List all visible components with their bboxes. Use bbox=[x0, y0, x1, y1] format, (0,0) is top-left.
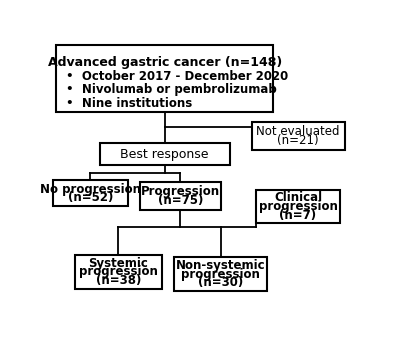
Text: progression: progression bbox=[181, 268, 260, 281]
Text: progression: progression bbox=[258, 200, 338, 213]
Text: •  October 2017 - December 2020: • October 2017 - December 2020 bbox=[66, 69, 288, 82]
Text: (n=21): (n=21) bbox=[277, 134, 319, 147]
FancyBboxPatch shape bbox=[75, 255, 162, 289]
Text: Progression: Progression bbox=[141, 185, 220, 198]
Text: (n=38): (n=38) bbox=[96, 274, 141, 287]
FancyBboxPatch shape bbox=[174, 257, 267, 291]
Text: (n=7): (n=7) bbox=[280, 208, 316, 222]
Text: •  Nivolumab or pembrolizumab: • Nivolumab or pembrolizumab bbox=[66, 83, 276, 96]
FancyBboxPatch shape bbox=[56, 45, 273, 112]
FancyBboxPatch shape bbox=[100, 143, 230, 165]
Text: Non-systemic: Non-systemic bbox=[176, 259, 265, 272]
Text: Clinical: Clinical bbox=[274, 191, 322, 204]
FancyBboxPatch shape bbox=[252, 122, 344, 149]
Text: Systemic: Systemic bbox=[88, 257, 148, 270]
Text: (n=75): (n=75) bbox=[158, 194, 203, 207]
Text: progression: progression bbox=[79, 265, 158, 278]
Text: (n=30): (n=30) bbox=[198, 276, 243, 290]
FancyBboxPatch shape bbox=[256, 190, 340, 223]
Text: (n=52): (n=52) bbox=[68, 191, 113, 204]
Text: •  Nine institutions: • Nine institutions bbox=[66, 97, 192, 110]
Text: Best response: Best response bbox=[120, 148, 209, 161]
FancyBboxPatch shape bbox=[53, 180, 128, 206]
FancyBboxPatch shape bbox=[140, 182, 220, 210]
Text: Advanced gastric cancer (n=148): Advanced gastric cancer (n=148) bbox=[48, 56, 282, 69]
Text: Not evaluated: Not evaluated bbox=[256, 125, 340, 138]
Text: No progression: No progression bbox=[40, 183, 141, 196]
